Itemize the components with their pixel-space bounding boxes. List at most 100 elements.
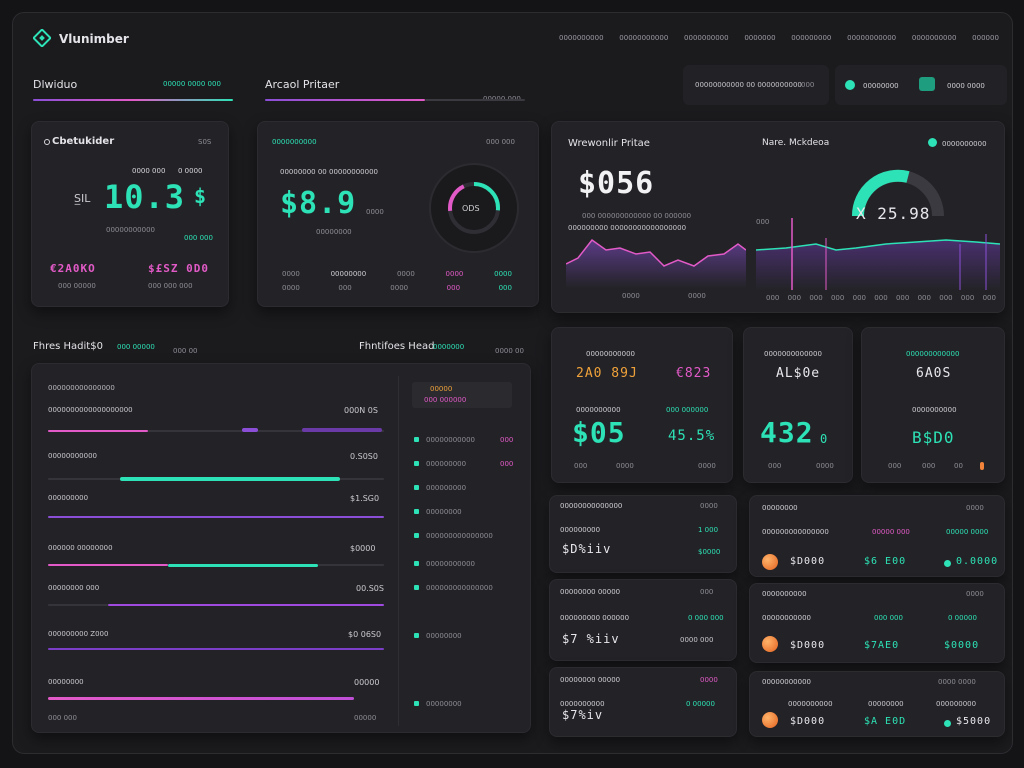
stat-value-b: €823 <box>676 366 712 381</box>
side-item[interactable]: 00000000 <box>426 632 462 640</box>
side-item[interactable]: 00000000 <box>426 508 462 516</box>
x-label: 000 <box>982 294 996 302</box>
value-tag: 000 000 <box>184 234 213 242</box>
nav-item[interactable]: 0000000000 <box>684 34 729 42</box>
gauge <box>851 169 944 217</box>
list-row-value: $0000 <box>350 544 376 553</box>
progress-bar <box>168 564 318 567</box>
side-item[interactable]: 000000000000000 <box>426 532 493 540</box>
card-corner: S0S <box>198 138 212 146</box>
line-chart-right <box>756 218 1000 290</box>
row-item: 000 <box>338 284 352 292</box>
nav-item[interactable]: 000000000 <box>791 34 832 42</box>
wide-value-3: 0.0000 <box>956 556 999 567</box>
card-sub: 00000000 00 00000000000 <box>280 168 378 176</box>
value-prefix: S̲IL <box>74 192 91 205</box>
card-title: Cbetukider <box>52 136 115 147</box>
list-row-label[interactable]: 000000 00000000 <box>48 544 113 552</box>
nav-item[interactable]: 00000000000 <box>619 34 669 42</box>
nav-item[interactable]: 00000000000 <box>847 34 897 42</box>
section-meta-mid: 000 00 <box>173 347 198 355</box>
side-item[interactable]: 00000000000 <box>426 560 475 568</box>
side-header-box[interactable]: 00000 000 000000 <box>412 382 512 408</box>
right-stat: $£SZ 0D0 <box>148 262 209 275</box>
list-row-label[interactable]: 00000000000 <box>48 452 97 460</box>
stat-foot: 0000 <box>816 462 834 470</box>
side-item[interactable]: 00000000000 <box>426 436 475 444</box>
market-chart-card: Wrewonlir Pritae Nare. Mckdeoa 000000000… <box>551 121 1005 313</box>
value-caption: 00000000000 <box>106 226 155 234</box>
wide-right: 0 00000 <box>948 614 977 622</box>
wide-label: 000000000000000 <box>762 528 829 536</box>
side-header-b: 000 000000 <box>424 396 467 404</box>
pill-text-two[interactable]: 0000 0000 <box>947 82 985 90</box>
wide-title: 00000000000 <box>762 678 811 686</box>
mini-card[interactable]: 00000000 00000 000 000000000 000000 0 00… <box>549 579 737 661</box>
mini-card[interactable]: 00000000 00000 0000 0000000000 0 00000 $… <box>549 667 737 737</box>
mini-card[interactable]: 00000000000000 0000 000000000 1 000 $D%i… <box>549 495 737 573</box>
wide-card[interactable]: 00000000 0000 000000000000000 00000 000 … <box>749 495 1005 577</box>
list-row-label[interactable]: 000000000 Z000 <box>48 630 109 638</box>
x-label: 000 <box>766 294 780 302</box>
stat-foot: 00 <box>954 462 963 470</box>
wide-card[interactable]: 00000000000 0000 0000 0000000000 0000000… <box>749 671 1005 737</box>
value-unit: 0000 <box>366 208 384 216</box>
nav-item[interactable]: 000000 <box>972 34 999 42</box>
progress-bar <box>48 516 384 518</box>
legend-text: 0000000000 <box>942 140 987 148</box>
pill-text-one[interactable]: 00000000 <box>863 82 899 90</box>
section-meta-right: 0000000 <box>433 343 465 351</box>
search-bar[interactable]: 00000000000 00 0000000000 000 <box>683 65 829 105</box>
stat-main-value: $05 <box>572 416 626 449</box>
wide-card[interactable]: 0000000000 0000 00000000000 000 000 0 00… <box>749 583 1005 663</box>
list-bullet-icon <box>414 561 419 566</box>
card-title: Wrewonlir Pritae <box>568 138 650 149</box>
side-item[interactable]: 00000000 <box>426 700 462 708</box>
card-sub-b: 0 0000 <box>178 167 203 175</box>
list-row-label[interactable]: 000000000 <box>48 494 89 502</box>
stat-foot: 0000 <box>616 462 634 470</box>
stat-side-value: 0 <box>820 432 829 446</box>
card-sub-a: 0000 000 <box>132 167 166 175</box>
wide-mid: 000 000 <box>874 614 903 622</box>
card-icon <box>44 139 50 145</box>
stat-foot: 0000 <box>698 462 716 470</box>
stats-row-2: 0000 000 0000 000 000 <box>282 284 512 292</box>
list-row-label[interactable]: 00000000 <box>48 678 84 686</box>
stat-value-a: AL$0e <box>776 366 821 381</box>
section-underline-mid-tail <box>425 99 525 101</box>
side-item[interactable]: 000000000 <box>426 460 467 468</box>
row-item: 0000 <box>396 270 415 278</box>
mini-title-right: 0000 <box>700 502 718 510</box>
list-row-label[interactable]: 00000000 000 <box>48 584 100 592</box>
nav-item[interactable]: 0000000000 <box>559 34 604 42</box>
wide-label: 0000000000 <box>788 700 833 708</box>
side-item[interactable]: 000000000 <box>426 484 467 492</box>
list-row-value: 00.S0S <box>356 584 384 593</box>
progress-bar <box>48 697 354 700</box>
mini-label-right: 0 00000 <box>686 700 715 708</box>
nav-item[interactable]: 0000000 <box>744 34 776 42</box>
app-logo[interactable] <box>32 28 52 48</box>
list-row-label[interactable]: 0000000000000000000 <box>48 406 133 414</box>
coin-icon <box>762 636 778 652</box>
nav-item[interactable]: 0000000000 <box>911 34 957 42</box>
balance-card: Cbetukider S0S 0000 000 0 0000 S̲IL 10.3… <box>31 121 229 307</box>
side-item[interactable]: 000000000000000 <box>426 584 493 592</box>
section-title-left: Dlwiduo <box>33 78 78 91</box>
wide-title: 00000000 <box>762 504 798 512</box>
dashboard-window: Vlunimber 0000000000 00000000000 0000000… <box>12 12 1013 754</box>
stat-main-value: 432 <box>760 416 814 449</box>
list-bullet-icon <box>414 701 419 706</box>
list-bullet-icon <box>414 633 419 638</box>
list-footer-value: 00000 <box>354 714 377 722</box>
section-meta-left: 00000 0000 000 <box>163 80 221 88</box>
wide-mid: 00000 000 <box>872 528 910 536</box>
section-title-mid: Arcaol Pritaer <box>265 78 340 91</box>
wide-value-1: $D000 <box>790 556 826 567</box>
list-bullet-icon <box>414 585 419 590</box>
toggle-icon[interactable] <box>919 77 935 91</box>
stat-foot: 000 <box>574 462 588 470</box>
section-underline-mid <box>265 99 425 101</box>
section-title-right: Fhntifoes Head <box>359 341 435 352</box>
